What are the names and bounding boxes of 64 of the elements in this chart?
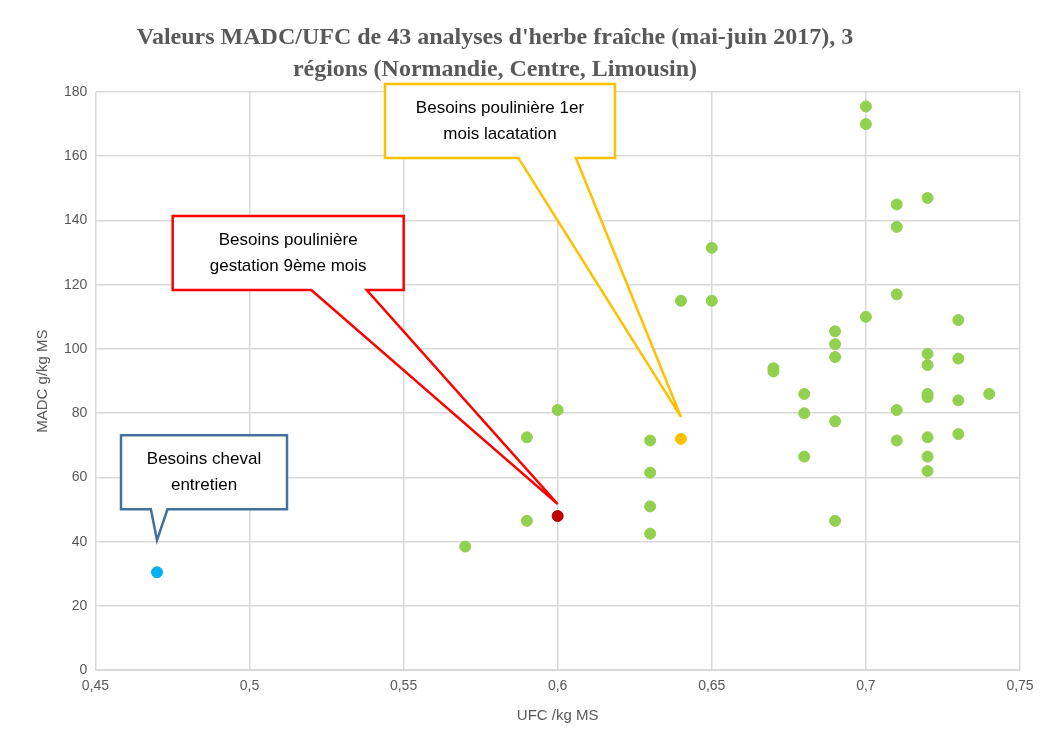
point	[829, 514, 842, 527]
x-tick-label: 0,7	[856, 677, 876, 694]
y-tick-label: 0	[79, 661, 88, 678]
point	[644, 466, 657, 479]
point	[921, 465, 934, 478]
y-tick-label: 20	[71, 596, 88, 613]
annotation: Besoins cheval entretien	[146, 448, 262, 494]
y-tick-label: 180	[64, 82, 88, 99]
y-tick-label: 80	[71, 404, 88, 421]
x-tick-label: 0,6	[547, 677, 568, 694]
point	[890, 198, 903, 211]
point	[705, 294, 718, 307]
point	[983, 387, 996, 400]
point	[674, 432, 687, 445]
point	[921, 450, 934, 463]
point	[551, 510, 564, 523]
point	[890, 220, 903, 233]
point	[829, 325, 842, 338]
x-tick-label: 0,75	[1006, 677, 1034, 694]
point	[151, 566, 163, 579]
point	[459, 540, 472, 553]
y-tick-label: 140	[64, 211, 88, 228]
point	[952, 352, 965, 365]
point	[921, 431, 934, 444]
point	[798, 450, 811, 463]
point	[829, 351, 842, 364]
point	[644, 500, 657, 513]
point	[829, 338, 842, 351]
x-axis-title: UFC /kg MS	[516, 706, 599, 724]
point	[859, 118, 872, 131]
x-tick-label: 0,5	[239, 677, 260, 694]
y-tick-label: 160	[64, 147, 88, 164]
point	[890, 404, 903, 417]
x-tick-label: 0,45	[81, 677, 110, 694]
point	[644, 434, 657, 447]
y-tick-label: 60	[71, 468, 88, 485]
x-tick-label: 0,65	[698, 677, 726, 694]
point	[890, 434, 903, 447]
point	[890, 288, 903, 301]
point	[520, 431, 533, 444]
x-tick-label: 0,55	[389, 677, 418, 694]
y-tick-label: 100	[64, 339, 88, 356]
y-tick-label: 120	[64, 275, 88, 292]
point	[705, 241, 718, 254]
point	[798, 407, 811, 420]
point	[674, 294, 687, 307]
point	[952, 394, 965, 407]
point	[798, 387, 811, 400]
y-tick-label: 40	[71, 532, 88, 549]
point	[644, 527, 657, 540]
annotation: Besoins poulinière gestation 9ème mois	[209, 229, 367, 275]
point	[921, 359, 934, 372]
y-axis-title: MADC g/kg MS	[33, 329, 51, 433]
point	[859, 310, 872, 323]
annotation: Besoins poulinière 1er mois lacatation	[415, 97, 585, 143]
point	[921, 192, 934, 204]
point	[859, 100, 872, 113]
point	[520, 514, 533, 527]
chart-title: Valeurs MADC/UFC de 43 analyses d'herbe fraîche (mai-juin 2017), 3 régions (Normandie, Centre, Limousin)	[135, 22, 855, 83]
point	[952, 428, 965, 441]
point	[551, 404, 564, 417]
point	[952, 314, 965, 327]
point	[921, 347, 934, 360]
point	[829, 415, 842, 428]
